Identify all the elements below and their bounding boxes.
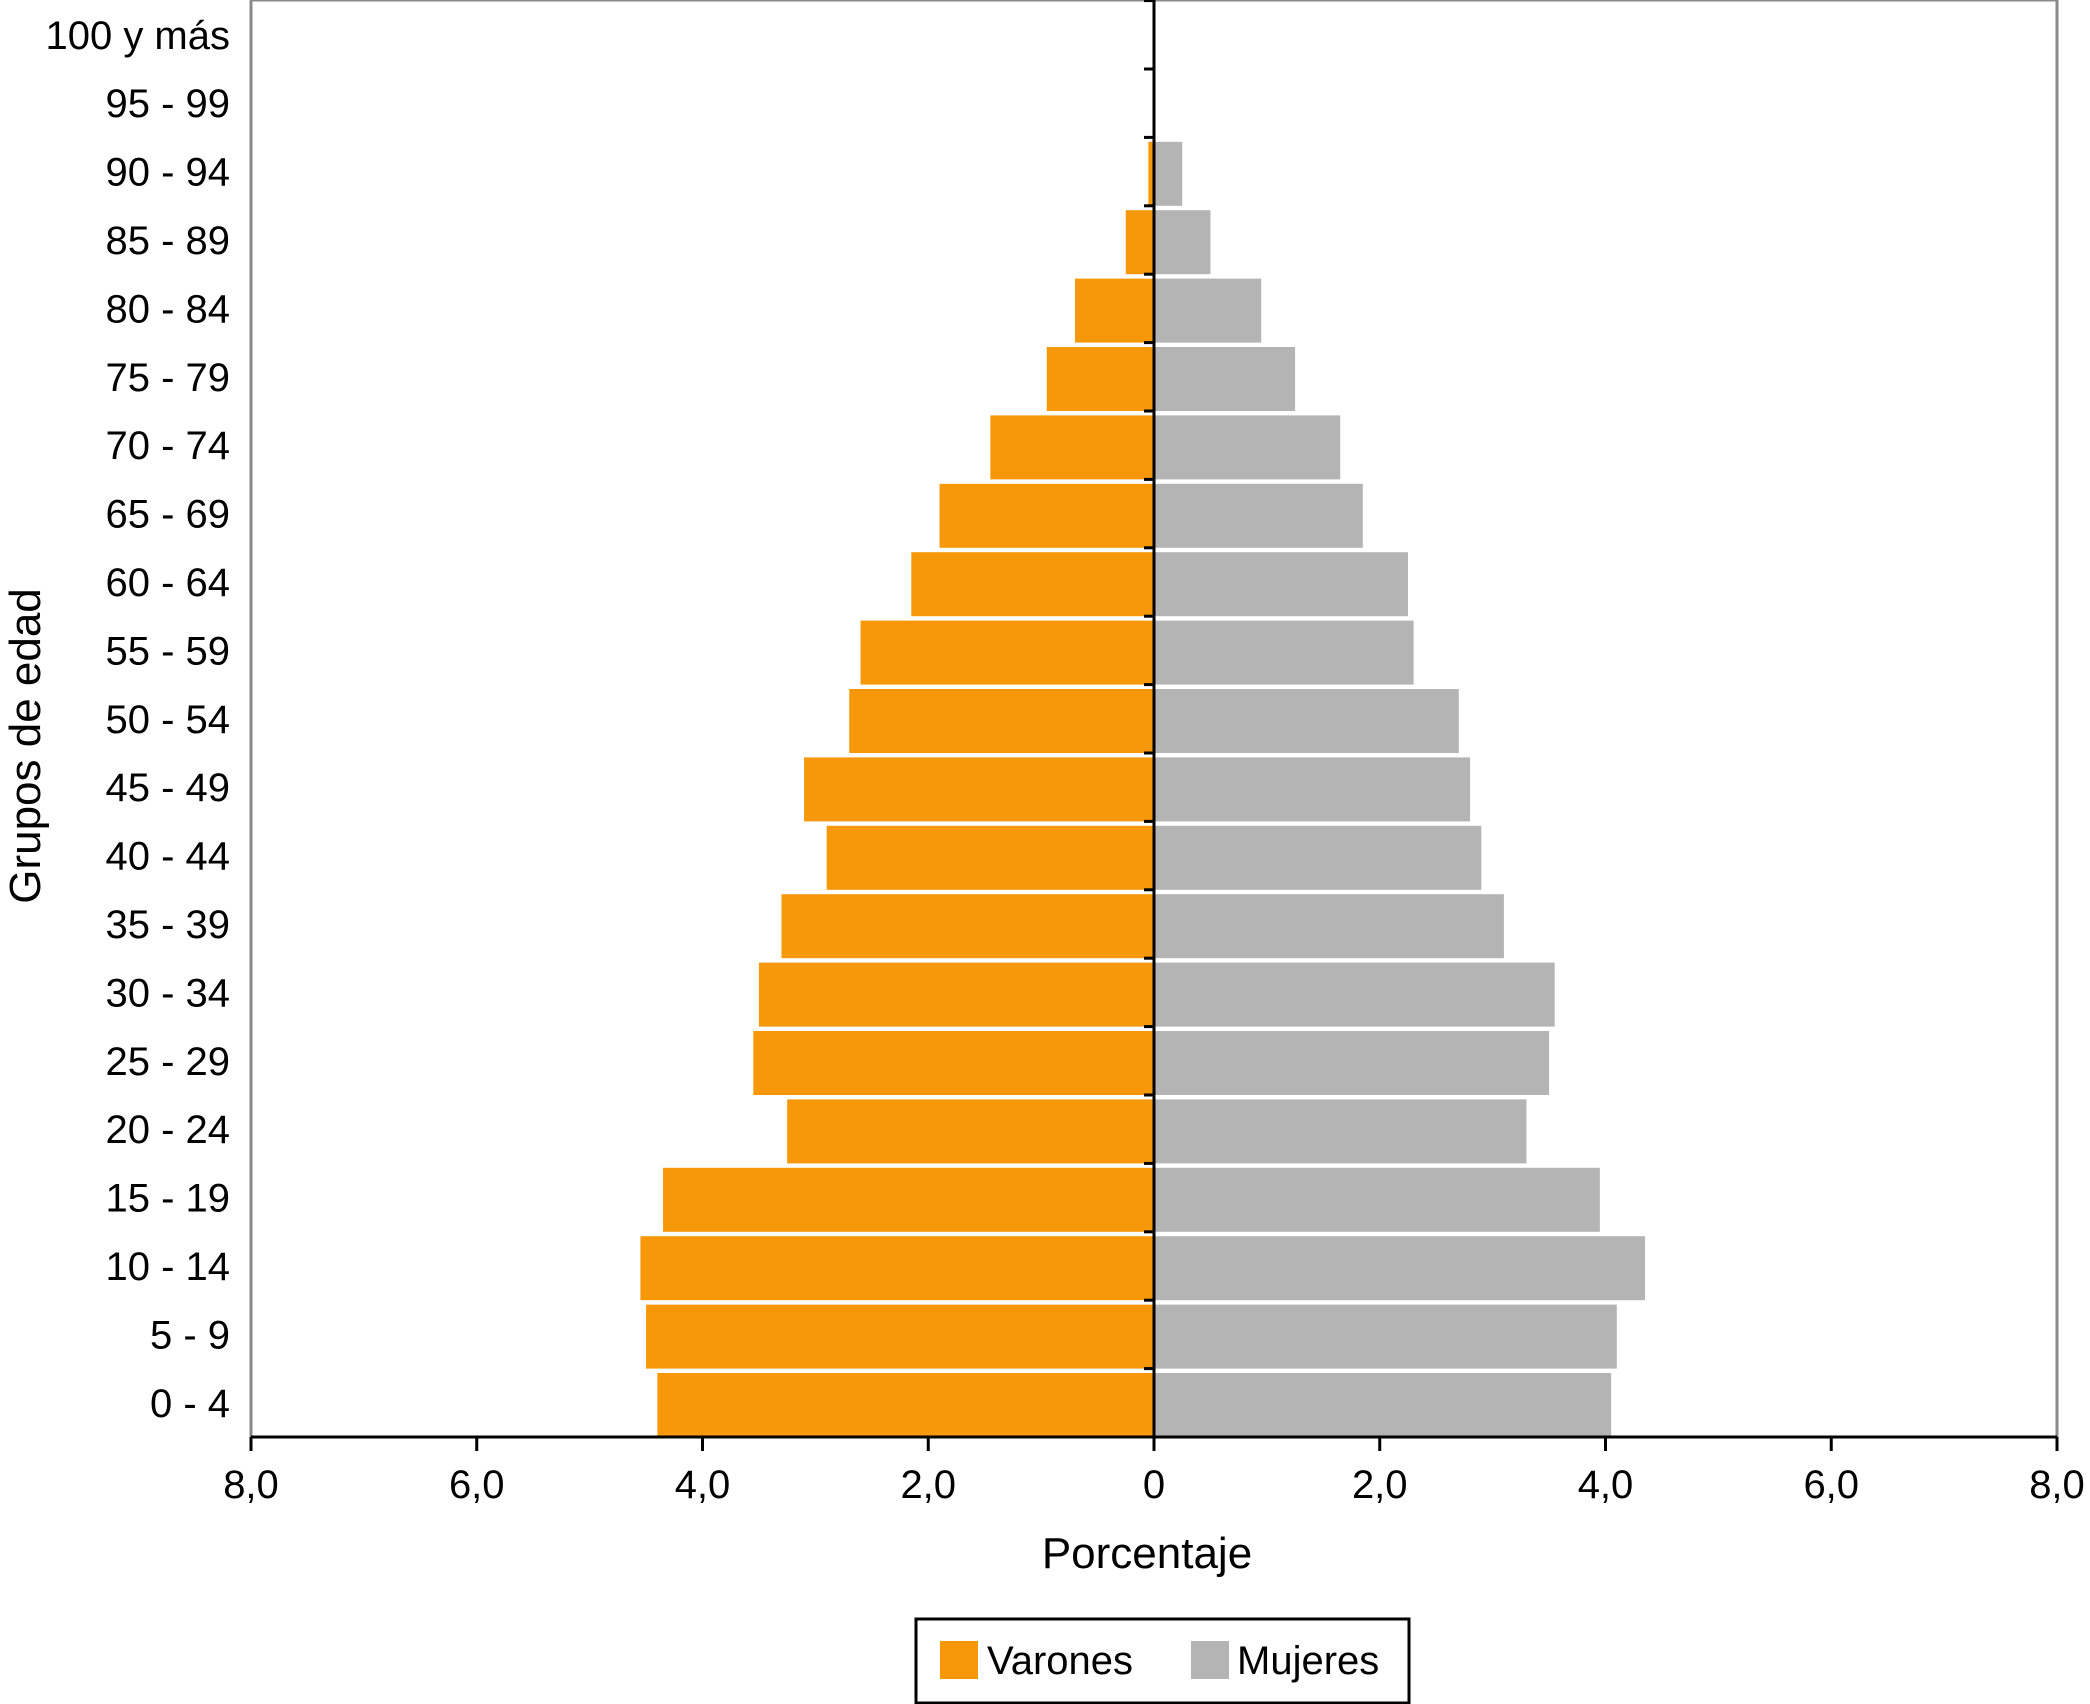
y-tick-label: 25 - 29 xyxy=(105,1040,230,1084)
bar-mujeres xyxy=(1154,552,1408,617)
bar-varones xyxy=(753,1031,1154,1095)
legend: Varones Mujeres xyxy=(914,1617,1411,1704)
bar-varones xyxy=(640,1236,1154,1301)
y-axis-title: Grupos de edad xyxy=(1,588,50,904)
y-tick-label: 30 - 34 xyxy=(105,971,230,1015)
y-tick-label: 55 - 59 xyxy=(105,629,230,673)
varones-bars xyxy=(640,141,1154,1437)
bar-varones xyxy=(860,620,1154,685)
x-tick-label: 8,0 xyxy=(2029,1463,2085,1507)
y-tick-label: 85 - 89 xyxy=(105,219,230,263)
bar-mujeres xyxy=(1154,1031,1550,1095)
bar-varones xyxy=(1074,278,1154,343)
bar-mujeres xyxy=(1154,278,1262,343)
bar-mujeres xyxy=(1154,415,1341,480)
bar-varones xyxy=(911,552,1154,617)
y-tick-label: 90 - 94 xyxy=(105,151,230,195)
x-tick-label: 6,0 xyxy=(1803,1463,1859,1507)
bar-mujeres xyxy=(1154,1099,1527,1164)
x-tick-label: 6,0 xyxy=(449,1463,505,1507)
y-tick-label: 70 - 74 xyxy=(105,424,230,468)
bar-varones xyxy=(1046,347,1154,411)
bar-mujeres xyxy=(1154,210,1211,275)
bar-mujeres xyxy=(1154,757,1471,822)
bar-mujeres xyxy=(1154,483,1363,548)
y-tick-label: 15 - 19 xyxy=(105,1177,230,1221)
bar-varones xyxy=(1148,141,1154,206)
bar-mujeres xyxy=(1154,347,1296,411)
y-tick-label: 0 - 4 xyxy=(150,1382,230,1426)
bar-mujeres xyxy=(1154,1304,1617,1369)
mujeres-bars xyxy=(1154,141,1646,1437)
y-tick-label: 50 - 54 xyxy=(105,698,230,742)
y-tick-label: 95 - 99 xyxy=(105,82,230,126)
y-tick-label: 5 - 9 xyxy=(150,1313,230,1357)
bar-mujeres xyxy=(1154,141,1183,206)
bar-varones xyxy=(781,894,1154,959)
x-tick-label: 8,0 xyxy=(223,1463,279,1507)
legend-frame xyxy=(914,1617,1411,1704)
x-tick-label: 2,0 xyxy=(900,1463,956,1507)
bar-varones xyxy=(826,825,1154,890)
bar-mujeres xyxy=(1154,1167,1600,1232)
bar-mujeres xyxy=(1154,689,1459,753)
bar-varones xyxy=(646,1304,1154,1369)
legend-label-varones: Varones xyxy=(987,1639,1133,1683)
y-tick-label: 75 - 79 xyxy=(105,356,230,400)
bar-varones xyxy=(849,689,1154,753)
x-tick-label: 2,0 xyxy=(1352,1463,1408,1507)
x-axis-ticks xyxy=(249,1437,2059,1451)
bar-varones xyxy=(662,1167,1154,1232)
y-tick-label: 100 y más xyxy=(45,14,230,58)
x-axis-title: Porcentaje xyxy=(1042,1529,1252,1578)
center-axis-ticks xyxy=(1144,0,1154,1371)
x-tick-labels: 8,0 6,0 4,0 2,0 0 2,0 4,0 6,0 8,0 xyxy=(223,1463,2085,1507)
bar-varones xyxy=(758,962,1154,1027)
bar-varones xyxy=(804,757,1154,822)
y-tick-label: 35 - 39 xyxy=(105,903,230,947)
x-tick-label: 0 xyxy=(1143,1463,1165,1507)
x-tick-label: 4,0 xyxy=(1578,1463,1634,1507)
y-tick-label: 20 - 24 xyxy=(105,1108,230,1152)
y-tick-labels: 0 - 4 5 - 9 10 - 14 15 - 19 20 - 24 25 - 29 30… xyxy=(45,14,230,1426)
y-tick-label: 40 - 44 xyxy=(105,835,230,879)
legend-swatch-mujeres xyxy=(1191,1641,1229,1679)
y-tick-label: 60 - 64 xyxy=(105,561,230,605)
bar-mujeres xyxy=(1154,962,1555,1027)
y-tick-label: 80 - 84 xyxy=(105,287,230,331)
legend-label-mujeres: Mujeres xyxy=(1237,1639,1379,1683)
bar-mujeres xyxy=(1154,1236,1646,1301)
y-tick-label: 65 - 69 xyxy=(105,493,230,537)
bar-varones xyxy=(1125,210,1154,275)
bar-varones xyxy=(939,483,1154,548)
bar-varones xyxy=(990,415,1154,480)
y-tick-label: 10 - 14 xyxy=(105,1245,230,1289)
legend-swatch-varones xyxy=(940,1641,978,1679)
bar-varones xyxy=(787,1099,1154,1164)
bar-mujeres xyxy=(1154,620,1414,685)
bar-mujeres xyxy=(1154,825,1482,890)
bar-varones xyxy=(657,1373,1154,1437)
bar-mujeres xyxy=(1154,894,1504,959)
x-tick-label: 4,0 xyxy=(675,1463,731,1507)
y-tick-label: 45 - 49 xyxy=(105,766,230,810)
bar-mujeres xyxy=(1154,1373,1612,1437)
